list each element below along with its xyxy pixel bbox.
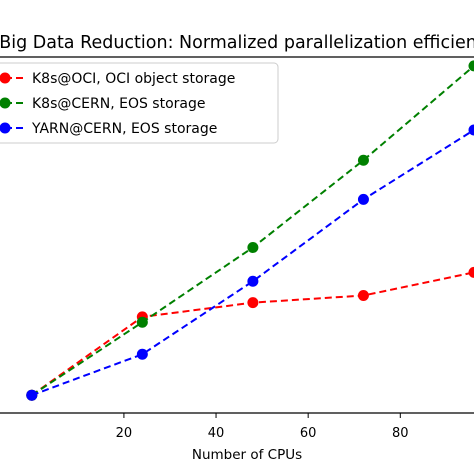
plot-area: [26, 60, 474, 401]
series-line: [31, 129, 474, 397]
legend-label: K8s@CERN, EOS storage: [32, 96, 206, 112]
data-point: [247, 241, 259, 253]
data-point: [136, 316, 148, 328]
x-tick-label: 40: [208, 426, 225, 441]
data-point: [357, 193, 369, 205]
chart-title: Big Data Reduction: Normalized paralleli…: [0, 33, 474, 53]
legend-swatch-marker: [0, 122, 11, 134]
legend-box: [0, 62, 279, 144]
data-point: [136, 348, 148, 360]
data-point: [468, 266, 474, 278]
series-line: [31, 271, 474, 397]
legend-label: K8s@OCI, OCI object storage: [32, 71, 235, 87]
data-point: [468, 60, 474, 72]
x-tick-label: 80: [392, 426, 409, 441]
legend: K8s@OCI, OCI object storage K8s@CERN, EOS…: [0, 62, 279, 144]
series: [26, 124, 474, 401]
x-axis-title: Number of CPUs: [192, 447, 302, 463]
x-ticks: 20 40 60 80: [116, 413, 409, 441]
data-point: [247, 297, 259, 309]
data-point: [357, 290, 369, 302]
legend-label: YARN@CERN, EOS storage: [31, 121, 217, 137]
data-point: [468, 124, 474, 136]
data-point: [247, 275, 259, 287]
series: [26, 266, 474, 401]
x-tick-label: 20: [116, 426, 133, 441]
legend-swatch-marker: [0, 97, 11, 109]
x-tick-label: 60: [300, 426, 317, 441]
data-point: [357, 154, 369, 166]
legend-swatch-marker: [0, 72, 11, 84]
data-point: [26, 389, 38, 401]
